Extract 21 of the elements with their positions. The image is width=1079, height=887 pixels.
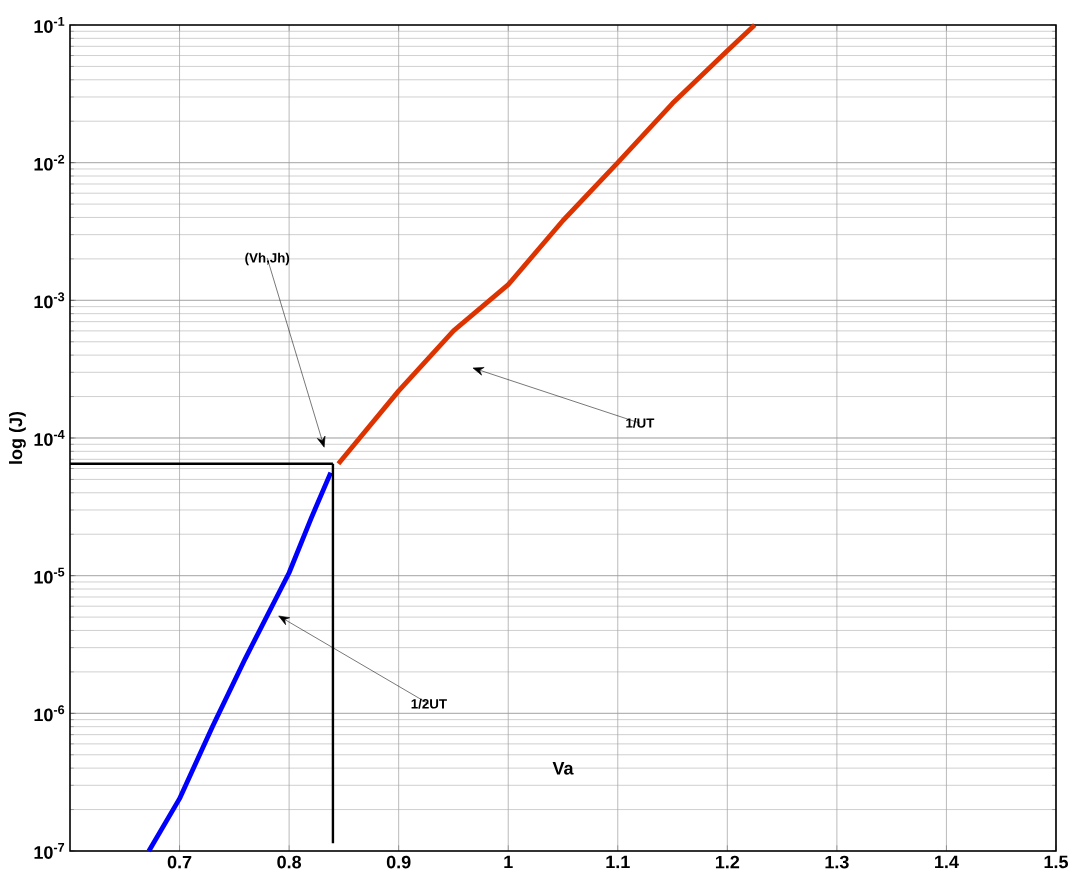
x-tick-label: 0.8 bbox=[277, 855, 302, 869]
x-tick-label: 1.2 bbox=[715, 855, 740, 869]
y-tick-label: 10$^{-5}$ bbox=[34, 567, 65, 584]
annotation: 1/2UT bbox=[411, 698, 447, 709]
y-tick-label: 10$^{-6}$ bbox=[34, 705, 65, 722]
x-axis-title: Va bbox=[552, 762, 574, 775]
x-tick-label: 1.4 bbox=[935, 855, 959, 869]
x-tick-label: 0.9 bbox=[386, 855, 411, 869]
y-tick-label: 10$^{-2}$ bbox=[34, 154, 65, 171]
x-tick-label: 1.3 bbox=[825, 855, 849, 869]
y-tick-label: 10$^{-3}$ bbox=[34, 292, 65, 309]
y-tick-label: 10$^{-7}$ bbox=[34, 843, 65, 859]
y-tick-label: 10$^{-1}$ bbox=[34, 17, 65, 33]
y-axis-title: log (J) bbox=[9, 411, 26, 464]
x-tick-label: 0.7 bbox=[167, 855, 192, 869]
y-tick-label: 10$^{-4}$ bbox=[34, 430, 65, 446]
annotation: 1/UT bbox=[626, 417, 655, 428]
x-tick-label: 1.1 bbox=[606, 855, 630, 869]
annotation: (Vh,Jh) bbox=[245, 252, 290, 266]
x-tick-label: 1.5 bbox=[1044, 855, 1069, 869]
x-tick-label: 1 bbox=[504, 855, 513, 869]
